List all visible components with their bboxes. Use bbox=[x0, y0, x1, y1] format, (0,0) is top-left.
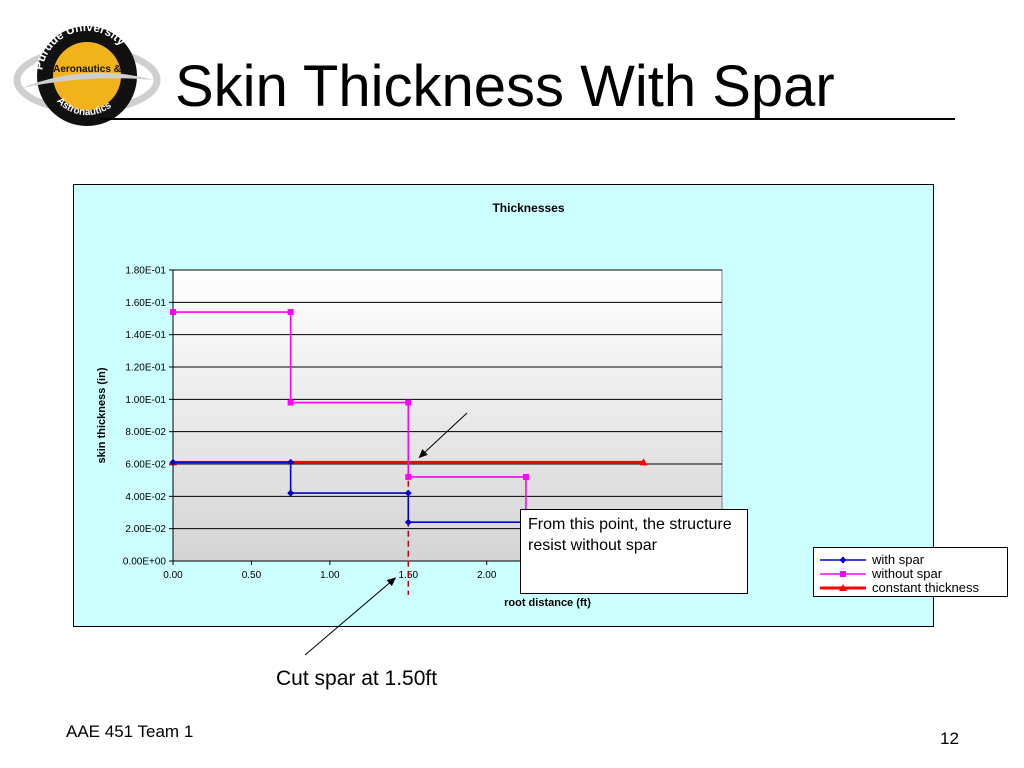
legend-item-with-spar: with spar bbox=[818, 553, 1007, 567]
data-point-without-spar bbox=[405, 399, 412, 406]
x-tick-label: 2.00 bbox=[477, 570, 497, 581]
data-point-without-spar bbox=[405, 473, 412, 480]
data-point-constant-thickness bbox=[639, 458, 648, 466]
y-tick-label: 0.00E+00 bbox=[123, 557, 167, 568]
footer-team: AAE 451 Team 1 bbox=[66, 722, 194, 741]
y-tick-label: 8.00E-02 bbox=[125, 427, 166, 438]
legend-swatch-marker bbox=[839, 556, 847, 564]
y-tick-label: 1.40E-01 bbox=[125, 330, 166, 341]
chart-frame: Thicknesses 0.00E+00 2.00E-02 4.00E-02 6.00E… bbox=[73, 184, 1008, 627]
callout-box: From this point, the structure resist wi… bbox=[520, 509, 748, 594]
legend-swatch-marker bbox=[840, 571, 846, 577]
legend-label: constant thickness bbox=[872, 580, 979, 595]
cut-spar-label: Cut spar at 1.50ft bbox=[276, 667, 438, 690]
data-point-with-spar bbox=[404, 489, 412, 497]
y-tick-label: 1.60E-01 bbox=[125, 298, 166, 309]
slide-title: Skin Thickness With Spar bbox=[175, 54, 835, 119]
data-point-without-spar bbox=[170, 309, 176, 316]
data-point-without-spar bbox=[522, 473, 529, 480]
data-point-with-spar bbox=[404, 518, 412, 526]
legend-swatch-constant-thickness bbox=[820, 584, 866, 591]
x-tick-label: 0.50 bbox=[242, 570, 262, 581]
x-tick-label: 0.00 bbox=[163, 570, 183, 581]
legend-swatch-marker bbox=[839, 584, 847, 591]
chart-legend: with spar without spar constant thickness bbox=[813, 547, 1008, 597]
y-tick-label: 6.00E-02 bbox=[125, 460, 166, 471]
x-tick-label: 1.00 bbox=[320, 570, 340, 581]
x-axis-label: root distance (ft) bbox=[504, 597, 591, 609]
purdue-aae-logo: Purdue University Aeronautics & Astronau… bbox=[13, 20, 161, 126]
title-underline bbox=[100, 118, 955, 120]
data-point-with-spar bbox=[169, 458, 177, 466]
chart-title: Thicknesses bbox=[492, 201, 564, 215]
data-point-without-spar bbox=[287, 399, 294, 406]
legend-item-constant-thickness: constant thickness bbox=[818, 581, 1007, 595]
y-tick-label: 2.00E-02 bbox=[125, 524, 166, 535]
logo-swoosh bbox=[22, 72, 154, 88]
data-point-without-spar bbox=[287, 309, 294, 316]
y-axis-label: skin thickness (in) bbox=[96, 367, 108, 463]
legend-swatch-with-spar bbox=[820, 556, 866, 564]
legend-swatch-without-spar bbox=[820, 571, 866, 577]
legend-label: with spar bbox=[872, 552, 925, 567]
chart-svg: Thicknesses 0.00E+00 2.00E-02 4.00E-02 6.00E… bbox=[96, 201, 732, 609]
legend-label: without spar bbox=[872, 566, 943, 581]
logo-text-mid: Aeronautics & bbox=[53, 64, 121, 75]
y-tick-label: 1.00E-01 bbox=[125, 395, 166, 406]
legend-item-without-spar: without spar bbox=[818, 567, 1007, 581]
data-point-with-spar bbox=[287, 489, 295, 497]
y-tick-label: 1.80E-01 bbox=[125, 266, 166, 277]
y-tick-label: 4.00E-02 bbox=[125, 492, 166, 503]
page-number: 12 bbox=[940, 729, 959, 748]
data-point-with-spar bbox=[287, 458, 295, 466]
callout-text: From this point, the structure resist wi… bbox=[528, 516, 732, 554]
y-tick-label: 1.20E-01 bbox=[125, 363, 166, 374]
